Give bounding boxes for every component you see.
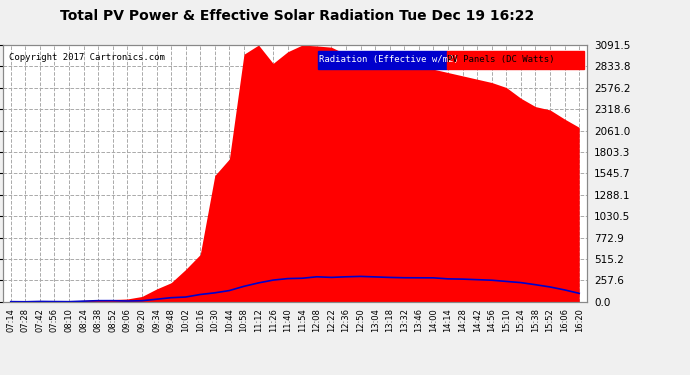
Text: Copyright 2017 Cartronics.com: Copyright 2017 Cartronics.com [9,53,165,62]
Bar [446,51,584,69]
Text: Total PV Power & Effective Solar Radiation Tue Dec 19 16:22: Total PV Power & Effective Solar Radiati… [59,9,534,23]
Text: Radiation (Effective w/m2): Radiation (Effective w/m2) [319,55,459,64]
Bar [318,51,446,69]
Text: PV Panels (DC Watts): PV Panels (DC Watts) [447,55,555,64]
